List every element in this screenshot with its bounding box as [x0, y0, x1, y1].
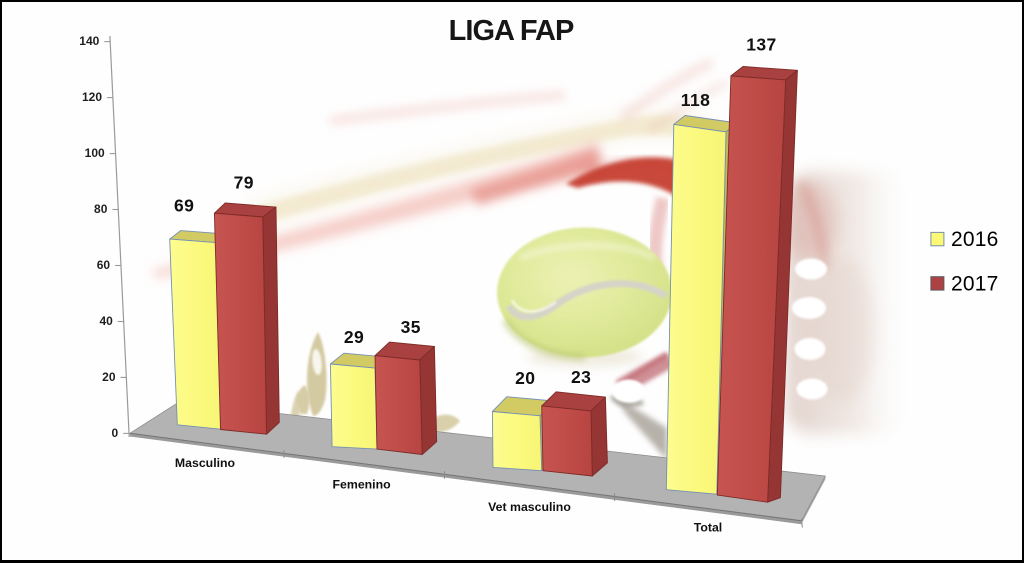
svg-text:137: 137 — [746, 35, 776, 55]
svg-text:69: 69 — [174, 196, 194, 216]
svg-text:Vet masculino: Vet masculino — [488, 500, 571, 514]
svg-text:23: 23 — [571, 367, 591, 387]
svg-text:LIGA FAP: LIGA FAP — [449, 15, 574, 47]
svg-text:60: 60 — [97, 258, 111, 272]
svg-text:Masculino: Masculino — [175, 456, 236, 470]
svg-text:100: 100 — [85, 146, 105, 160]
svg-text:29: 29 — [344, 327, 364, 347]
svg-text:2017: 2017 — [951, 273, 999, 296]
svg-text:35: 35 — [401, 317, 421, 337]
svg-text:80: 80 — [94, 202, 108, 216]
svg-text:79: 79 — [234, 172, 254, 192]
svg-text:140: 140 — [79, 34, 99, 48]
svg-text:118: 118 — [681, 90, 710, 110]
svg-text:20: 20 — [515, 368, 535, 388]
svg-text:2016: 2016 — [951, 228, 999, 251]
svg-text:0: 0 — [112, 426, 119, 440]
svg-text:120: 120 — [82, 90, 102, 104]
svg-text:20: 20 — [102, 370, 116, 384]
svg-text:Femenino: Femenino — [333, 478, 392, 492]
svg-text:40: 40 — [99, 314, 113, 328]
svg-text:Total: Total — [694, 521, 722, 535]
